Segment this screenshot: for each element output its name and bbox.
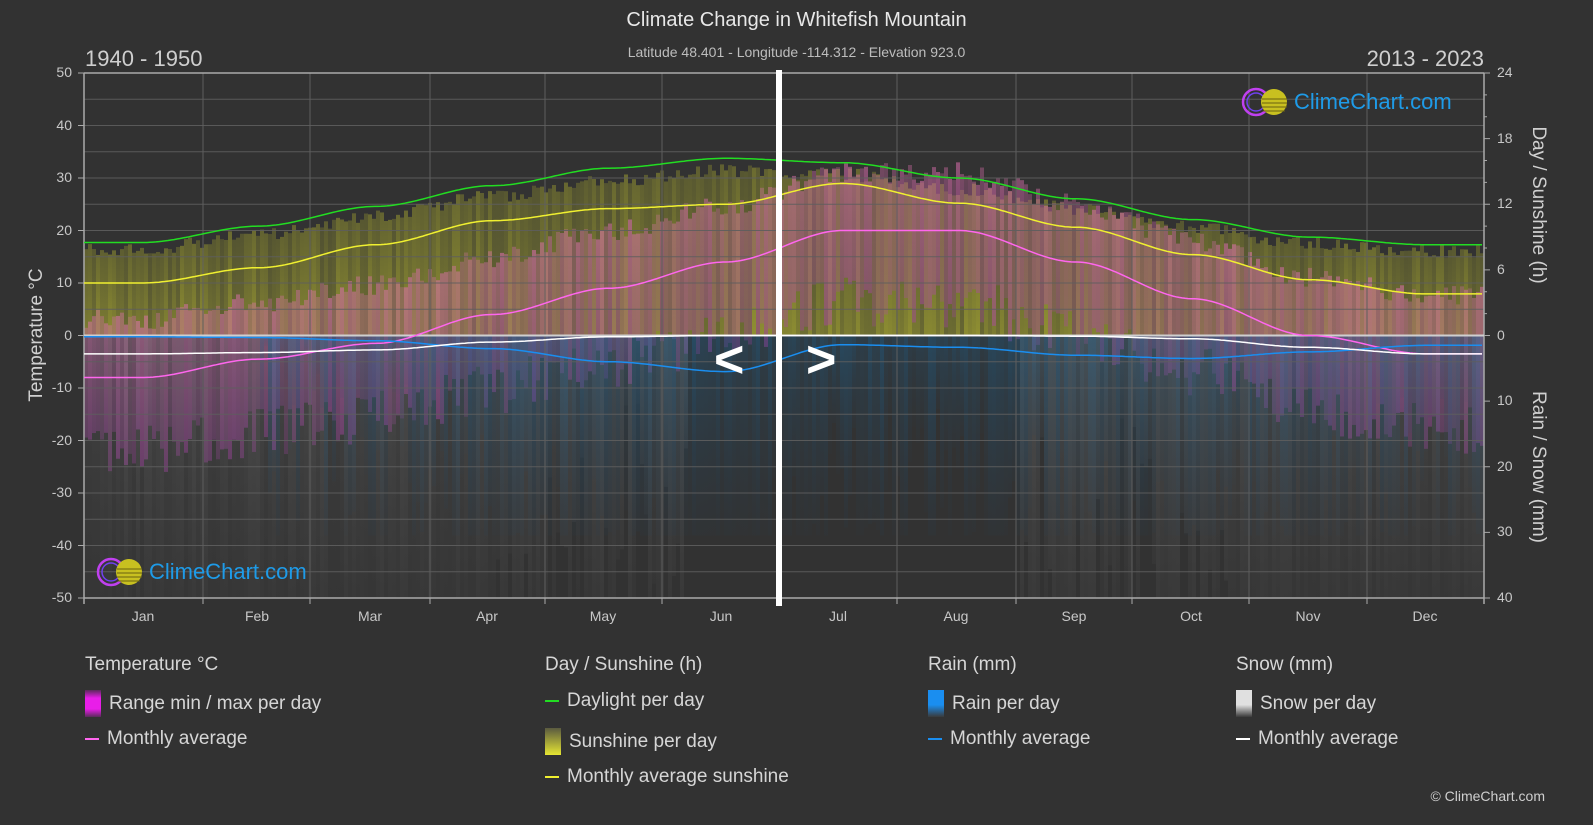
right-tick-label-hours: 6	[1497, 260, 1505, 277]
month-label-jan: Jan	[131, 608, 155, 624]
month-label-nov: Nov	[1295, 608, 1321, 624]
legend-item[interactable]: Rain per day	[928, 690, 1060, 717]
legend-item[interactable]: Snow per day	[1236, 690, 1376, 717]
legend-label: Daylight per day	[567, 690, 705, 711]
logo-top-right[interactable]: ClimeChart.com	[1240, 86, 1452, 118]
legend-swatch-icon	[928, 690, 944, 717]
period-divider[interactable]	[776, 70, 782, 606]
legend-label: Range min / max per day	[109, 692, 322, 714]
copyright: © ClimeChart.com	[1430, 788, 1545, 804]
month-label-dec: Dec	[1412, 608, 1438, 624]
logo-text: ClimeChart.com	[1294, 89, 1452, 114]
legend-heading: Snow (mm)	[1236, 654, 1334, 675]
right-tick-label-hours: 24	[1497, 64, 1513, 80]
legend-label: Monthly average sunshine	[567, 766, 789, 787]
month-label-mar: Mar	[357, 608, 383, 624]
month-label-feb: Feb	[244, 608, 270, 624]
legend-label: Sunshine per day	[569, 730, 717, 752]
legend-label: Monthly average	[950, 728, 1091, 749]
legend-swatch-icon	[545, 728, 561, 755]
month-label-jun: Jun	[709, 608, 733, 624]
chart-title: Climate Change in Whitefish Mountain	[626, 9, 967, 31]
legend-line-icon	[545, 776, 559, 778]
logo-bottom-left[interactable]: ClimeChart.com	[95, 556, 307, 588]
legend-item[interactable]: Sunshine per day	[545, 728, 717, 755]
left-tick-label: -10	[51, 379, 72, 395]
period-right-label: 2013 - 2023	[1366, 46, 1484, 71]
snow-average-line	[84, 334, 1482, 355]
chart-subtitle: Latitude 48.401 - Longitude -114.312 - E…	[627, 44, 966, 60]
climechart-logo-icon	[1241, 87, 1287, 117]
legend-label: Snow per day	[1260, 692, 1377, 714]
month-label-jul: Jul	[829, 608, 847, 624]
left-tick-label: 30	[56, 169, 72, 185]
climate-chart-plot	[78, 70, 1490, 606]
right-tick-label-mm: 20	[1497, 457, 1513, 474]
legend-label: Monthly average	[107, 728, 248, 749]
daily-data-bands	[84, 162, 1484, 598]
grid-lines	[78, 72, 1490, 604]
legend-item[interactable]: Range min / max per day	[85, 690, 321, 717]
right-tick-label-mm: 10	[1497, 392, 1513, 409]
legend-heading: Rain (mm)	[928, 654, 1017, 675]
left-tick-label: -20	[51, 431, 72, 448]
legend-line-icon	[85, 738, 99, 740]
legend-item[interactable]: Monthly average	[85, 728, 247, 750]
rain-average-line	[84, 336, 1482, 373]
left-tick-label: -30	[51, 484, 72, 500]
legend-label: Rain per day	[952, 692, 1060, 714]
legend-heading: Day / Sunshine (h)	[545, 654, 703, 675]
next-period-button[interactable]: >	[806, 331, 837, 389]
month-label-aug: Aug	[943, 608, 969, 624]
month-label-may: May	[589, 608, 617, 624]
legend-line-icon	[1236, 738, 1250, 740]
legend-item[interactable]: Monthly average	[928, 728, 1090, 750]
right-tick-label-mm: 30	[1497, 523, 1513, 540]
left-tick-label: 40	[56, 116, 72, 133]
month-label-apr: Apr	[476, 608, 498, 624]
legend-heading: Temperature °C	[85, 654, 219, 675]
sunshine-average-line	[84, 182, 1482, 295]
period-left-label: 1940 - 1950	[85, 46, 203, 71]
left-tick-label: 10	[56, 274, 72, 290]
left-tick-label: 50	[56, 64, 72, 80]
legend-label: Monthly average	[1258, 728, 1399, 749]
legend-swatch-icon	[85, 690, 101, 717]
left-tick-label: 20	[56, 221, 72, 238]
prev-period-button[interactable]: <	[714, 331, 745, 389]
legend-item[interactable]: Monthly average sunshine	[545, 766, 789, 788]
daylight-line	[84, 157, 1482, 246]
legend-line-icon	[545, 700, 559, 702]
left-tick-label: 0	[64, 326, 72, 343]
left-tick-label: -40	[51, 536, 72, 553]
logo-text: ClimeChart.com	[149, 559, 307, 584]
right-tick-label-hours: 0	[1497, 326, 1505, 343]
right-tick-label-hours: 18	[1497, 129, 1513, 146]
month-label-sep: Sep	[1061, 608, 1087, 624]
climechart-logo-icon	[96, 557, 142, 587]
legend-line-icon	[928, 738, 942, 740]
legend-swatch-icon	[1236, 690, 1252, 717]
monthly-average-lines	[84, 157, 1482, 379]
right-tick-label-hours: 12	[1497, 195, 1513, 212]
right-tick-label-mm: 40	[1497, 589, 1513, 605]
legend-item[interactable]: Monthly average	[1236, 728, 1398, 750]
month-label-oct: Oct	[1180, 608, 1202, 624]
left-tick-label: -50	[51, 589, 72, 605]
legend-item[interactable]: Daylight per day	[545, 690, 704, 712]
